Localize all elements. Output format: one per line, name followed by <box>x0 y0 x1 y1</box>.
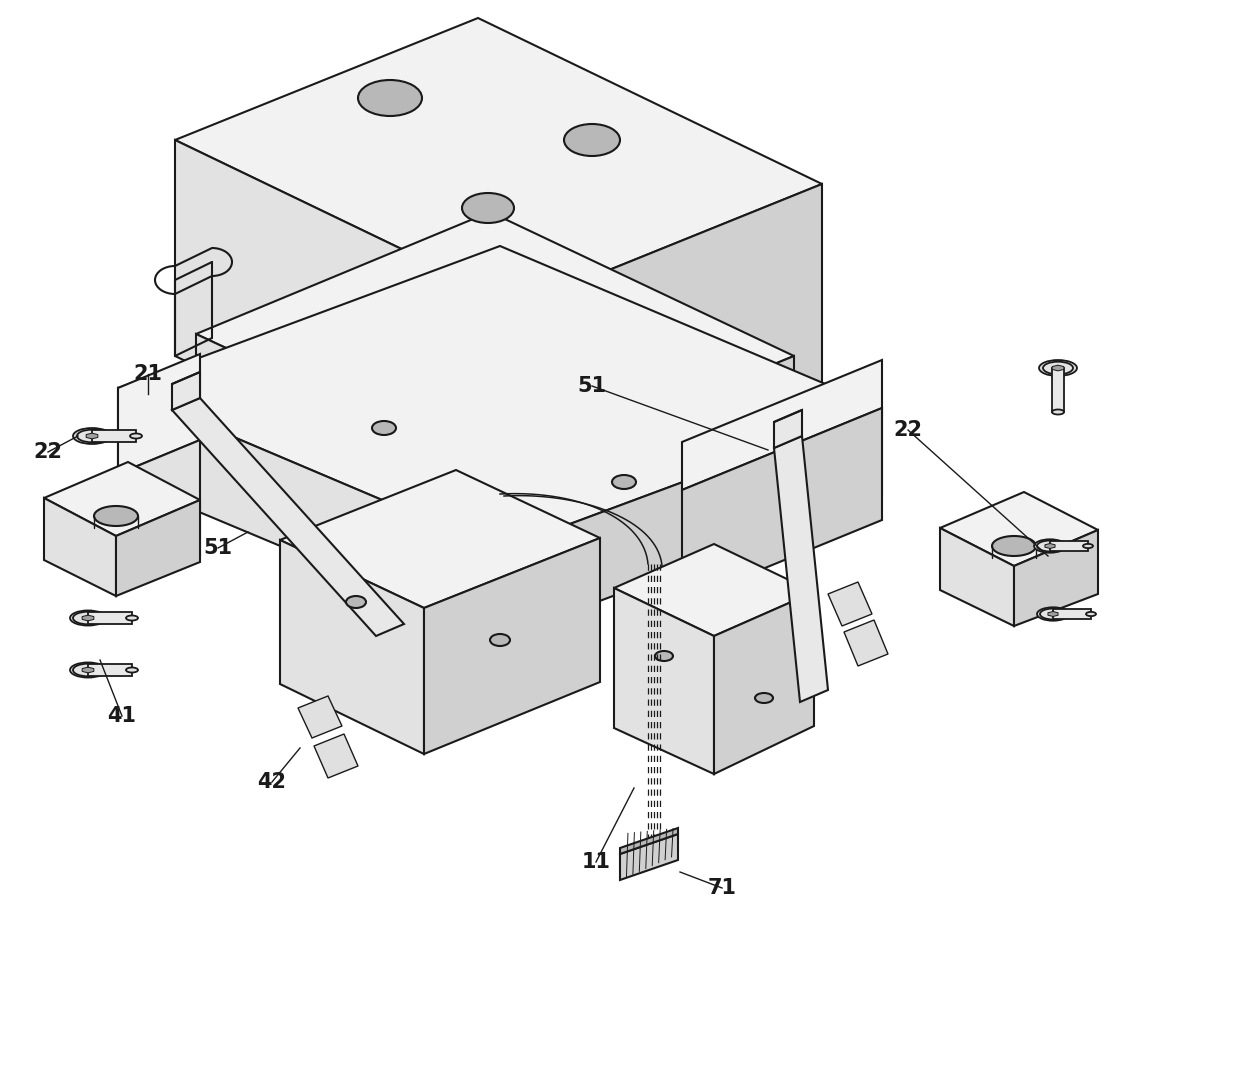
Polygon shape <box>614 544 813 636</box>
Polygon shape <box>196 334 500 590</box>
Ellipse shape <box>613 475 636 489</box>
Polygon shape <box>1053 609 1091 619</box>
Polygon shape <box>280 470 600 608</box>
Ellipse shape <box>346 596 366 608</box>
Text: 21: 21 <box>134 364 162 384</box>
Ellipse shape <box>94 506 138 526</box>
Polygon shape <box>314 734 358 778</box>
Polygon shape <box>500 408 882 638</box>
Ellipse shape <box>1083 544 1092 548</box>
Polygon shape <box>844 620 888 666</box>
Ellipse shape <box>1039 360 1078 376</box>
Ellipse shape <box>992 536 1035 556</box>
Ellipse shape <box>1043 361 1073 375</box>
Ellipse shape <box>1086 612 1096 616</box>
Ellipse shape <box>77 429 107 442</box>
Polygon shape <box>175 140 520 520</box>
Polygon shape <box>940 529 1014 626</box>
Text: 71: 71 <box>708 878 737 898</box>
Ellipse shape <box>126 667 138 673</box>
Ellipse shape <box>1052 410 1064 415</box>
Text: 11: 11 <box>582 852 610 873</box>
Polygon shape <box>86 434 98 439</box>
Polygon shape <box>682 408 882 602</box>
Polygon shape <box>1050 541 1087 551</box>
Polygon shape <box>424 538 600 753</box>
Polygon shape <box>172 372 200 410</box>
Polygon shape <box>620 828 678 854</box>
Ellipse shape <box>69 610 105 626</box>
Polygon shape <box>88 612 131 624</box>
Ellipse shape <box>1037 607 1069 620</box>
Polygon shape <box>118 354 200 474</box>
Ellipse shape <box>372 422 396 435</box>
Polygon shape <box>298 696 342 738</box>
Ellipse shape <box>755 693 773 703</box>
Ellipse shape <box>73 612 103 625</box>
Polygon shape <box>117 500 200 596</box>
Polygon shape <box>1053 365 1064 371</box>
Ellipse shape <box>73 664 103 676</box>
Ellipse shape <box>358 80 422 116</box>
Polygon shape <box>82 667 94 673</box>
Text: 51: 51 <box>578 376 606 396</box>
Ellipse shape <box>490 634 510 646</box>
Ellipse shape <box>126 616 138 620</box>
Polygon shape <box>828 582 872 626</box>
Polygon shape <box>88 664 131 676</box>
Ellipse shape <box>655 651 673 661</box>
Polygon shape <box>280 541 424 753</box>
Ellipse shape <box>69 663 105 677</box>
Ellipse shape <box>1034 539 1066 553</box>
Polygon shape <box>175 17 822 306</box>
Polygon shape <box>43 462 200 536</box>
Ellipse shape <box>463 193 515 223</box>
Polygon shape <box>92 430 136 442</box>
Polygon shape <box>1052 368 1064 412</box>
Text: 22: 22 <box>894 420 923 440</box>
Polygon shape <box>774 436 828 702</box>
Text: 22: 22 <box>33 442 62 462</box>
Text: 42: 42 <box>258 772 286 792</box>
Ellipse shape <box>564 124 620 156</box>
Polygon shape <box>118 246 882 550</box>
Ellipse shape <box>130 434 143 439</box>
Polygon shape <box>774 410 802 448</box>
Polygon shape <box>520 183 822 520</box>
Text: 41: 41 <box>108 707 136 726</box>
Polygon shape <box>1048 612 1058 617</box>
Polygon shape <box>118 440 200 590</box>
Polygon shape <box>500 356 794 590</box>
Polygon shape <box>172 397 404 636</box>
Polygon shape <box>1014 530 1097 626</box>
Polygon shape <box>43 498 117 596</box>
Polygon shape <box>620 834 678 880</box>
Polygon shape <box>1045 544 1055 548</box>
Ellipse shape <box>73 428 112 444</box>
Ellipse shape <box>1040 608 1066 619</box>
Polygon shape <box>196 212 794 476</box>
Polygon shape <box>682 360 882 490</box>
Polygon shape <box>940 492 1097 566</box>
Polygon shape <box>614 587 714 774</box>
Ellipse shape <box>1037 541 1063 551</box>
Text: 51: 51 <box>203 538 233 558</box>
Polygon shape <box>82 615 94 621</box>
Polygon shape <box>714 592 813 774</box>
Polygon shape <box>118 388 500 638</box>
